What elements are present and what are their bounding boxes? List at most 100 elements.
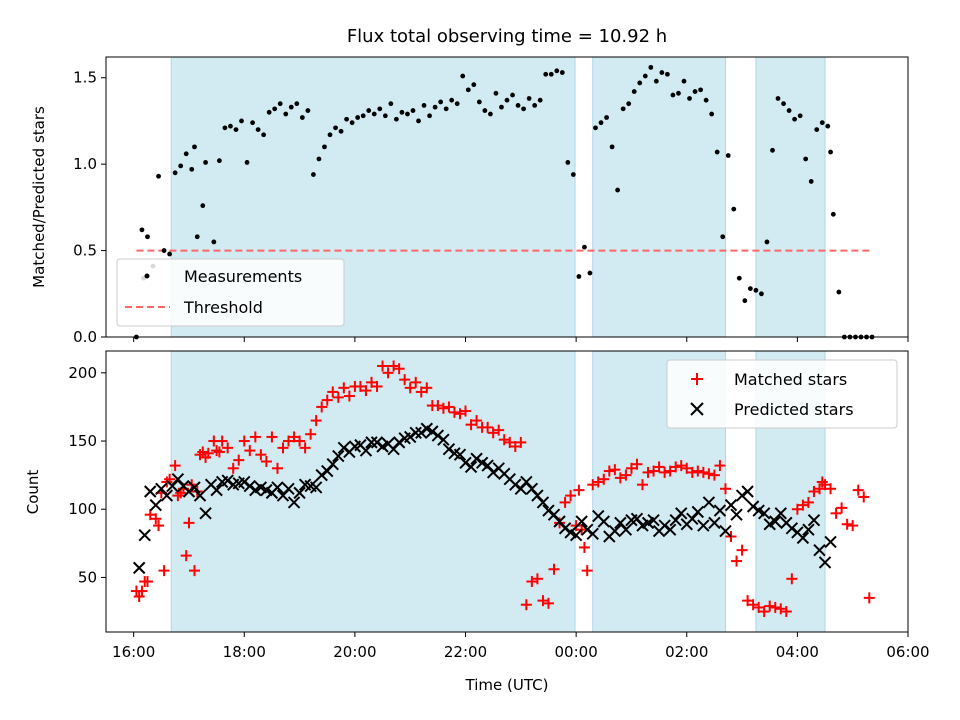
predicted-star-stroke [193, 489, 207, 502]
predicted-star-point [757, 507, 771, 520]
predicted-star-point [807, 513, 821, 527]
measurement-point [377, 106, 383, 112]
top-y-tick-label: 1.0 [73, 155, 97, 173]
top-axes-frame [105, 56, 909, 338]
measurement-point [189, 166, 195, 172]
measurement-point [499, 104, 504, 110]
matched-star-point [493, 424, 505, 436]
measurement-point [388, 101, 394, 107]
predicted-star-stroke [553, 515, 566, 528]
predicted-star-stroke [415, 426, 428, 440]
matched-star-point [393, 363, 405, 375]
matched-star-point [144, 509, 156, 521]
measurement-point [327, 132, 333, 138]
predicted-stars-points [132, 422, 837, 575]
measurement-point [255, 127, 261, 132]
predicted-star-point [663, 523, 677, 536]
predicted-star-stroke [144, 485, 157, 498]
predicted-star-stroke [392, 436, 406, 449]
predicted-star-stroke [260, 483, 273, 497]
measurement-point [797, 113, 803, 119]
matched-star-point [642, 466, 654, 478]
matched-star-point [471, 415, 483, 427]
predicted-star-point [403, 430, 417, 444]
predicted-star-point [691, 505, 705, 519]
matched-star-point [614, 472, 626, 484]
measurement-point [526, 96, 532, 101]
bottom-panel: 50 100 150 200 16:00 18:00 20:00 22:00 00:00 02:… [24, 350, 930, 694]
predicted-star-stroke [337, 441, 351, 455]
matched-star-point [227, 462, 239, 474]
predicted-star-point [708, 516, 721, 530]
predicted-star-point [199, 507, 212, 520]
measurement-point [288, 104, 294, 110]
predicted-star-stroke [586, 527, 599, 540]
matched-star-point [354, 380, 366, 392]
measurement-point [631, 89, 637, 94]
predicted-star-stroke [730, 508, 743, 521]
top-x-ticks [133, 337, 909, 342]
matched-star-point [659, 466, 671, 478]
matched-star-point [465, 419, 477, 431]
measurement-point [504, 97, 510, 103]
bottom-y-tick-label: 50 [78, 568, 97, 586]
predicted-star-point [309, 481, 323, 494]
measurement-point [703, 97, 709, 103]
matched-star-point [863, 592, 875, 604]
measurement-point [665, 71, 670, 77]
matched-star-point [271, 462, 283, 474]
measurement-point [770, 147, 775, 153]
predicted-star-stroke [293, 486, 306, 500]
bottom-x-tick-label: 06:00 [886, 643, 929, 661]
measurement-point [559, 70, 565, 75]
matched-star-point [697, 466, 709, 478]
matched-star-point [719, 483, 731, 495]
measurement-point [676, 90, 681, 96]
measurement-point [311, 172, 316, 177]
measurement-point [764, 239, 770, 245]
predicted-star-stroke [741, 485, 754, 498]
matched-star-point [802, 496, 814, 508]
matched-star-point [255, 449, 267, 461]
matched-star-point [836, 502, 848, 514]
predicted-star-stroke [746, 500, 760, 513]
measurement-point [338, 128, 344, 134]
matched-star-point [625, 462, 637, 474]
measurement-point [416, 118, 421, 124]
predicted-star-stroke [442, 443, 456, 456]
predicted-star-stroke [326, 458, 339, 471]
predicted-star-point [735, 489, 749, 502]
shaded-interval [592, 56, 726, 338]
bottom-y-tick-label: 100 [68, 500, 97, 518]
matched-star-point [819, 479, 831, 491]
matched-star-point [841, 518, 853, 530]
measurement-point [233, 127, 239, 132]
predicted-star-point [370, 436, 384, 449]
matched-star-point [670, 461, 682, 473]
bottom-x-tick-label: 18:00 [223, 643, 266, 661]
predicted-star-stroke [486, 466, 500, 479]
predicted-star-point [824, 535, 837, 549]
matched-star-point [797, 499, 809, 511]
predicted-star-point [459, 456, 472, 470]
matched-star-point [620, 469, 632, 481]
bottom-legend: Matched stars Predicted stars [666, 359, 898, 429]
predicted-star-point [746, 500, 760, 513]
predicted-star-point [675, 507, 688, 520]
matched-star-point [327, 386, 339, 398]
matched-star-point [260, 455, 272, 467]
measurement-point [239, 118, 244, 124]
matched-star-point [183, 517, 195, 529]
measurement-point [250, 120, 255, 126]
matched-star-point [631, 458, 643, 470]
matched-star-point [565, 490, 577, 502]
matched-star-point [598, 473, 610, 485]
predicted-star-point [586, 527, 599, 540]
matched-star-point [775, 603, 787, 615]
top-y-tick-label: 0.0 [73, 328, 97, 346]
measurement-point [393, 116, 399, 122]
measurement-point [161, 248, 167, 253]
measurement-point [709, 111, 715, 117]
measurement-point [488, 111, 493, 117]
predicted-star-stroke [453, 448, 467, 461]
